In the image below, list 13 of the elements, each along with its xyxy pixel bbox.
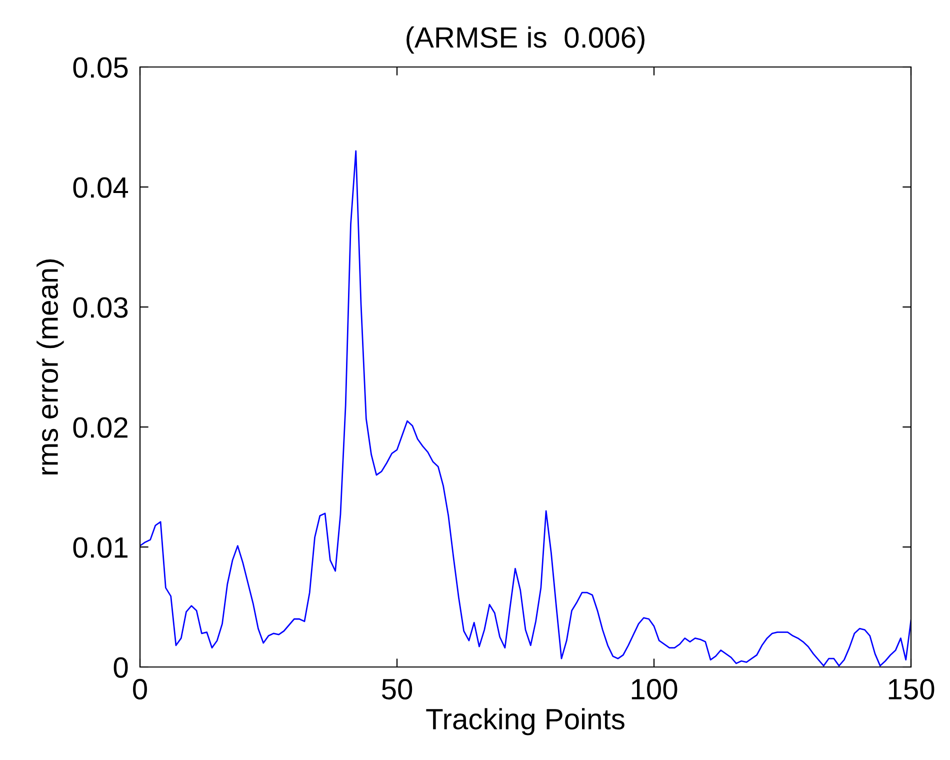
y-tick-label: 0.01 [73, 537, 128, 558]
y-tick-label: 0.05 [73, 57, 128, 78]
y-axis-title: rms error (mean) [36, 259, 64, 474]
y-tick-label: 0.03 [73, 297, 128, 318]
x-tick-label: 0 [133, 678, 147, 700]
chart-title: (ARMSE is 0.006) [406, 26, 644, 54]
x-tick-label: 50 [382, 678, 412, 700]
y-tick-label: 0 [114, 657, 128, 678]
x-tick-label: 100 [632, 678, 678, 700]
x-axis-title: Tracking Points [426, 708, 624, 736]
y-tick-label: 0.02 [73, 417, 128, 438]
y-tick-label: 0.04 [73, 177, 128, 198]
x-tick-label: 150 [888, 678, 934, 700]
